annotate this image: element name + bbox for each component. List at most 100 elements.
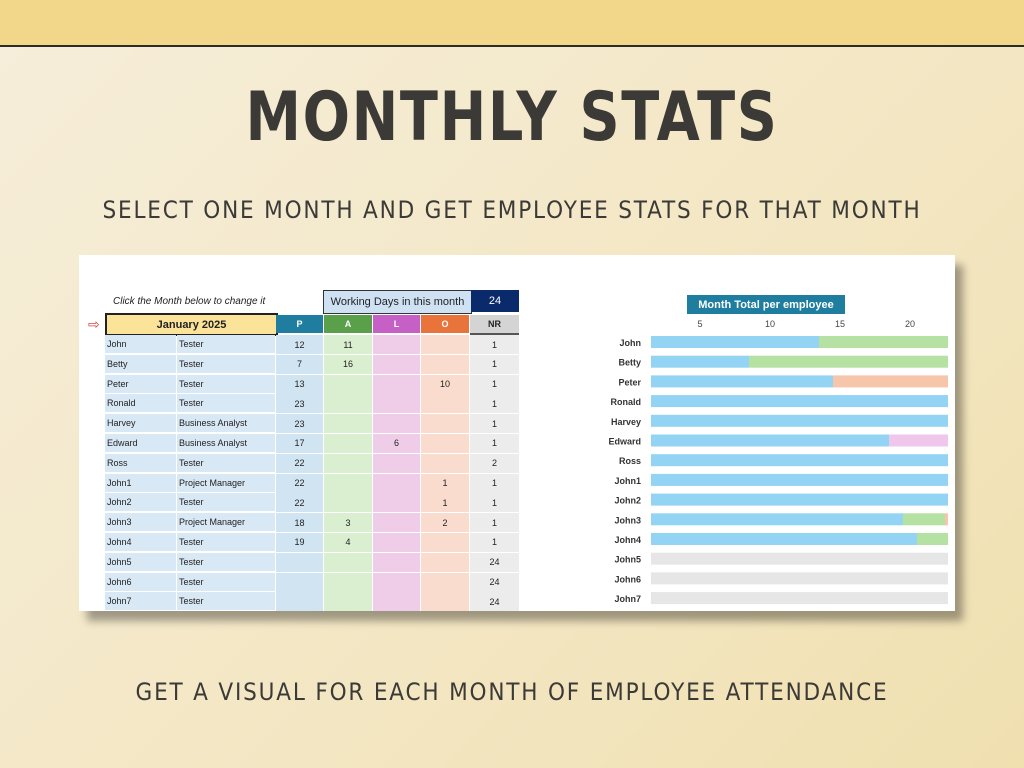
category-label: John2 xyxy=(614,496,641,506)
category-label: Harvey xyxy=(611,417,641,427)
category-label: John xyxy=(620,338,642,348)
other-cell xyxy=(421,433,469,454)
nr-cell: 24 xyxy=(470,592,519,611)
present-cell: 19 xyxy=(276,532,323,553)
nr-cell: 1 xyxy=(470,433,519,454)
table-row: Ronald Tester 23 1 xyxy=(105,394,519,415)
leave-cell xyxy=(373,335,420,355)
table-row: John5 Tester 24 xyxy=(105,552,519,573)
employee-role-cell: Business Analyst xyxy=(177,433,275,453)
employee-name-cell: Edward xyxy=(105,433,176,453)
category-label: John5 xyxy=(614,555,641,565)
month-selector[interactable]: January 2025 xyxy=(105,313,278,336)
nr-cell: 1 xyxy=(470,394,519,415)
present-cell: 22 xyxy=(276,493,323,514)
x-tick-label: 10 xyxy=(765,319,775,329)
other-cell: 10 xyxy=(421,374,469,395)
table-row: John3 Project Manager 18 3 2 1 xyxy=(105,513,519,534)
present-cell xyxy=(276,552,323,573)
leave-cell xyxy=(373,394,420,415)
present-cell: 17 xyxy=(276,433,323,454)
bar-segment-p xyxy=(651,395,948,408)
present-cell xyxy=(276,592,323,611)
bar-segment-a xyxy=(917,533,948,545)
nr-cell: 2 xyxy=(470,453,519,474)
category-label: John4 xyxy=(614,535,641,545)
employee-name-cell: John1 xyxy=(105,473,176,493)
absent-cell xyxy=(324,473,372,494)
category-label: Edward xyxy=(608,437,641,447)
leave-cell xyxy=(373,453,420,474)
absent-cell: 11 xyxy=(324,335,372,355)
category-label: John3 xyxy=(614,515,641,525)
table-row: John1 Project Manager 22 1 1 xyxy=(105,473,519,494)
table-row: John Tester 12 11 1 xyxy=(105,335,519,355)
employee-role-cell: Project Manager xyxy=(177,473,275,493)
table-row: Harvey Business Analyst 23 1 xyxy=(105,414,519,435)
bar-segment-a xyxy=(819,336,948,348)
leave-cell xyxy=(373,532,420,553)
employee-name-cell: John3 xyxy=(105,513,176,533)
bar-segment-nr xyxy=(651,592,948,605)
nr-cell: 1 xyxy=(470,374,519,395)
absent-cell xyxy=(324,552,372,573)
employee-name-cell: John xyxy=(105,335,176,354)
employee-role-cell: Tester xyxy=(177,453,275,473)
spreadsheet-screenshot: Click the Month below to change it Worki… xyxy=(79,255,955,611)
absent-cell xyxy=(324,433,372,454)
employee-name-cell: John2 xyxy=(105,493,176,513)
table-row: John7 Tester 24 xyxy=(105,592,519,611)
employee-role-cell: Tester xyxy=(177,493,275,513)
absent-cell xyxy=(324,592,372,611)
present-cell: 13 xyxy=(276,374,323,395)
present-cell: 22 xyxy=(276,473,323,494)
bar-segment-p xyxy=(651,493,948,506)
present-cell: 23 xyxy=(276,414,323,435)
table-row: John6 Tester 24 xyxy=(105,572,519,593)
employee-role-cell: Tester xyxy=(177,394,275,414)
page-subtitle: SELECT ONE MONTH AND GET EMPLOYEE STATS … xyxy=(102,196,922,224)
present-cell xyxy=(276,572,323,593)
leave-cell xyxy=(373,493,420,514)
bar-segment-p xyxy=(651,533,917,545)
working-days-label: Working Days in this month xyxy=(323,290,472,314)
other-cell xyxy=(421,453,469,474)
bar-segment-p xyxy=(651,434,889,447)
table-row: Peter Tester 13 10 1 xyxy=(105,374,519,395)
other-cell: 1 xyxy=(421,493,469,514)
leave-cell xyxy=(373,473,420,494)
bar-segment-p xyxy=(651,454,948,467)
employee-name-cell: Ross xyxy=(105,453,176,473)
absent-cell xyxy=(324,493,372,514)
absent-cell: 16 xyxy=(324,354,372,375)
arrow-right-icon: ⇨ xyxy=(88,316,100,332)
bar-segment-nr xyxy=(651,552,948,565)
bar-segment-o xyxy=(833,375,948,388)
present-cell: 7 xyxy=(276,354,323,375)
category-label: Peter xyxy=(618,377,641,387)
leave-cell xyxy=(373,513,420,534)
bar-segment-l xyxy=(889,434,948,447)
table-row: John4 Tester 19 4 1 xyxy=(105,532,519,553)
absent-cell: 3 xyxy=(324,513,372,534)
nr-cell: 1 xyxy=(470,493,519,514)
leave-cell xyxy=(373,552,420,573)
header-other: O xyxy=(421,315,469,333)
employee-role-cell: Tester xyxy=(177,572,275,592)
employee-role-cell: Project Manager xyxy=(177,513,275,533)
bar-segment-p xyxy=(651,375,833,388)
nr-cell: 24 xyxy=(470,572,519,593)
employee-name-cell: John6 xyxy=(105,572,176,592)
nr-cell: 24 xyxy=(470,552,519,573)
category-label: John1 xyxy=(614,476,641,486)
employee-name-cell: Betty xyxy=(105,354,176,374)
table-row: Ross Tester 22 2 xyxy=(105,453,519,474)
bar-segment-p xyxy=(651,513,903,526)
employee-name-cell: Ronald xyxy=(105,394,176,414)
bar-segment-p xyxy=(651,336,819,348)
employee-role-cell: Tester xyxy=(177,374,275,394)
bar-segment-p xyxy=(651,473,948,486)
other-cell xyxy=(421,572,469,593)
absent-cell xyxy=(324,374,372,395)
nr-cell: 1 xyxy=(470,414,519,435)
